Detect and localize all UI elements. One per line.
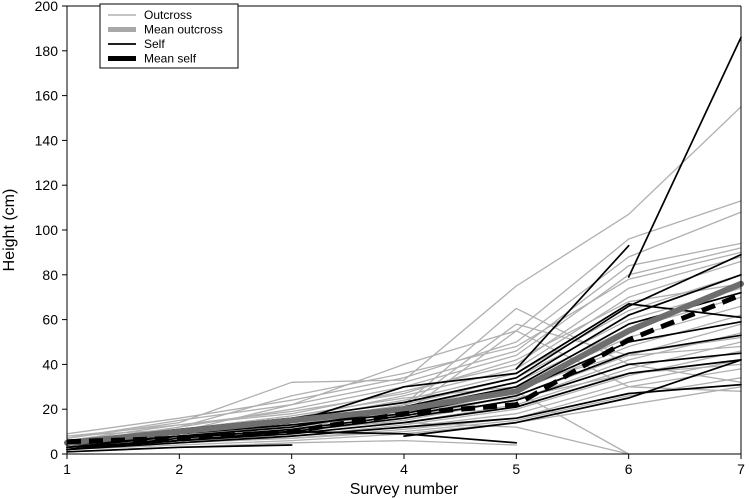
series-layer (64, 36, 744, 455)
y-tick-label: 80 (42, 267, 58, 283)
y-tick-label: 180 (35, 43, 59, 59)
series-line-outcross-27 (66, 283, 742, 437)
y-tick-label: 20 (42, 401, 58, 417)
x-tick-label: 3 (288, 461, 296, 477)
y-tick-label: 120 (35, 177, 59, 193)
series-line-self-30 (515, 244, 630, 370)
legend-label: Mean self (144, 52, 197, 66)
series-line-self-43 (403, 359, 742, 437)
series-line-mean-outcross-44 (64, 280, 744, 446)
series-line-outcross-0 (66, 106, 742, 439)
x-tick-label: 5 (512, 461, 520, 477)
legend-label: Outcross (144, 8, 192, 22)
y-tick-label: 140 (35, 132, 59, 148)
series-line-outcross-20 (66, 242, 742, 439)
y-tick-label: 160 (35, 88, 59, 104)
legend-label: Mean outcross (144, 23, 223, 37)
x-tick-label: 7 (737, 461, 745, 477)
y-tick-label: 60 (42, 312, 58, 328)
ticks: 1 2 3 4 5 6 7 0 20 40 60 80 100 120 140 160 180 200 (35, 0, 745, 477)
x-tick-label: 2 (175, 461, 183, 477)
x-tick-label: 1 (63, 461, 71, 477)
y-tick-label: 200 (35, 0, 59, 14)
y-axis-title: Height (cm) (1, 189, 18, 272)
series-line-self-41 (66, 444, 293, 453)
series-line-outcross-19 (66, 251, 742, 444)
series-line-mean-self-45 (66, 292, 742, 445)
x-axis-title: Survey number (350, 481, 459, 498)
x-tick-label: 4 (400, 461, 408, 477)
x-tick-label: 6 (625, 461, 633, 477)
legend-label: Self (144, 37, 165, 51)
series-line-self-31 (627, 36, 742, 278)
series-line-outcross-2 (66, 211, 742, 435)
series-line-self-40 (66, 383, 742, 451)
y-tick-label: 0 (50, 446, 58, 462)
y-tick-label: 40 (42, 356, 58, 372)
y-tick-label: 100 (35, 222, 59, 238)
